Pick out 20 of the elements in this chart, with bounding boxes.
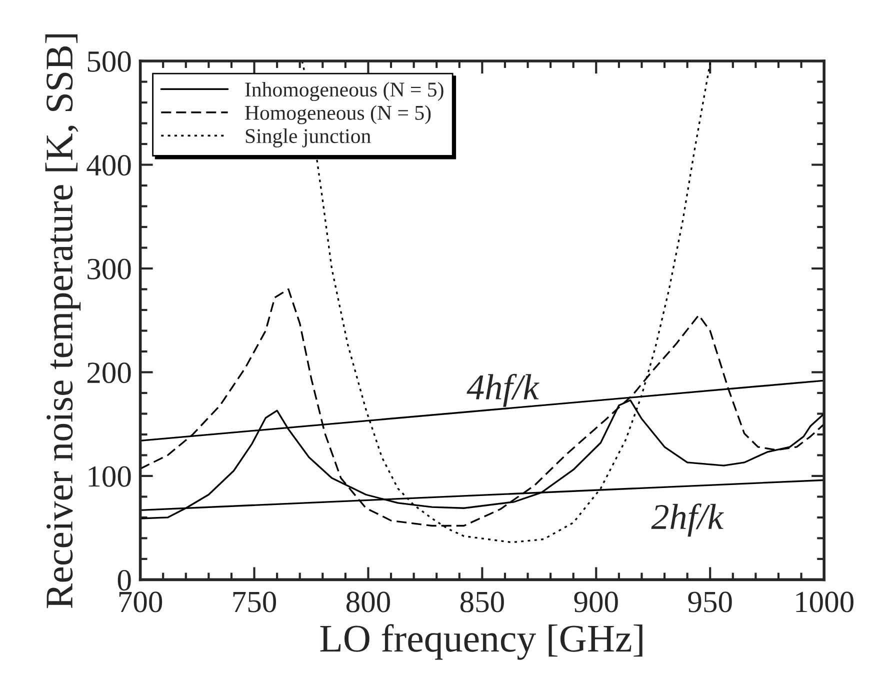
y-tick-label: 0 bbox=[118, 570, 131, 591]
annotation: 4hf/k bbox=[466, 374, 540, 407]
x-axis-title: LO frequency [GHz] bbox=[320, 624, 642, 660]
x-tick-label: 800 bbox=[346, 592, 390, 612]
x-tick-label: 900 bbox=[574, 592, 618, 612]
y-tick-label: 100 bbox=[88, 466, 131, 487]
x-tick-label: 850 bbox=[460, 592, 504, 612]
y-tick-label: 400 bbox=[86, 155, 131, 176]
x-tick-label: 1000 bbox=[796, 592, 854, 612]
legend-label: Single junction bbox=[246, 128, 371, 148]
x-tick-label: 950 bbox=[688, 592, 732, 612]
y-tick-label: 200 bbox=[87, 362, 131, 384]
y-tick-label: 300 bbox=[88, 258, 131, 280]
y-axis-title: Receiver noise temperature [K, SSB] bbox=[45, 34, 81, 608]
annotation: 2hf/k bbox=[651, 503, 724, 537]
x-tick-label: 750 bbox=[233, 592, 276, 612]
x-tick-label: 700 bbox=[119, 592, 162, 612]
legend-label: Homogeneous (N = 5) bbox=[245, 105, 431, 124]
y-tick-label: 500 bbox=[88, 51, 131, 72]
legend-label: Inhomogeneous (N = 5) bbox=[245, 82, 444, 101]
